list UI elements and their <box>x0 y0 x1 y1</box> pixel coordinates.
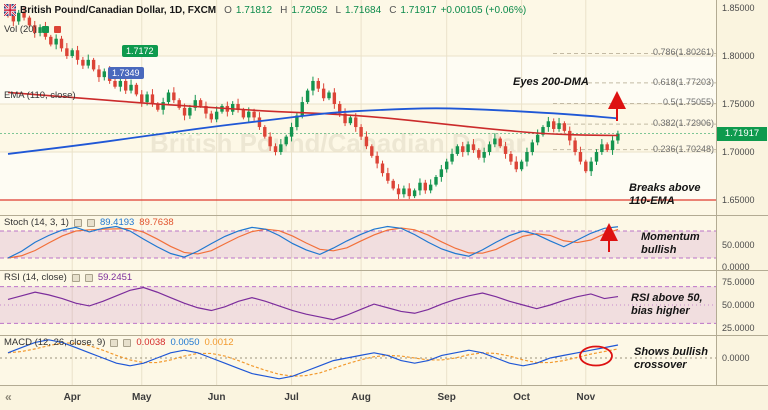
price-axis-label: 1.75000 <box>722 99 755 109</box>
stoch-axis-label: 50.0000 <box>722 239 755 250</box>
price-axis-label: 1.85000 <box>722 3 755 13</box>
price-axis-label: 1.65000 <box>722 195 755 205</box>
time-axis-month-label: Oct <box>513 392 530 403</box>
time-axis-month-label: May <box>132 392 152 403</box>
stoch-k-line <box>7 225 619 259</box>
price-axis[interactable]: 1.85000 1.80000 1.75000 1.70000 1.65000 50.00… <box>716 0 768 385</box>
volume-up-chip-icon <box>41 25 49 33</box>
rsi-line <box>7 286 619 321</box>
macd-indicator-label[interactable]: MACD (12, 26, close, 9) <box>4 337 106 348</box>
ema110-value-row: 1.7172 <box>4 40 526 62</box>
ema110-indicator-row: EMA (110, close) <box>4 84 526 106</box>
ema110-line[interactable] <box>7 91 618 137</box>
chart-legend: British Pound/Canadian Dollar, 1D, FXCM … <box>4 2 526 106</box>
ohlc-low-value: 1.71684 <box>345 4 382 16</box>
stoch-indicator-label[interactable]: Stoch (14, 3, 1) <box>4 217 69 228</box>
macd-crossover-circle <box>579 345 613 367</box>
macd-eye-icon[interactable] <box>123 338 132 347</box>
stoch-legend-row: Stoch (14, 3, 1) 89.4193 89.7638 <box>4 217 174 228</box>
history-scroll-icon[interactable]: « <box>5 390 12 404</box>
rsi-axis-label: 75.0000 <box>722 277 755 287</box>
time-axis-month-label: Jul <box>284 392 299 403</box>
annotation-eyes-200dma: Eyes 200-DMA <box>513 76 589 88</box>
ohlc-change-value: +0.00105 (+0.06%) <box>440 4 527 16</box>
gb-flag-icon <box>4 4 16 16</box>
pane-separator[interactable] <box>0 270 768 271</box>
macd-axis-label: 0.0000 <box>722 353 750 363</box>
rsi-options-icon[interactable] <box>71 273 80 282</box>
ohlc-high-value: 1.72052 <box>291 4 328 16</box>
ohlc-open-value: 1.71812 <box>235 4 273 16</box>
symbol-title-row: British Pound/Canadian Dollar, 1D, FXCM … <box>4 2 526 18</box>
macd-line <box>7 339 619 380</box>
time-axis-month-label: Apr <box>63 392 81 403</box>
ema110-value-badge: 1.7172 <box>122 45 158 57</box>
time-axis-month-label: Aug <box>351 392 371 403</box>
ohlc-high-label: H <box>280 4 288 16</box>
rsi-indicator-label[interactable]: RSI (14, close) <box>4 272 67 283</box>
volume-indicator-label[interactable]: Vol (20) <box>4 23 37 35</box>
ma200-value-row: 1.7349 <box>4 62 526 84</box>
rsi-value: 59.2451 <box>97 272 133 283</box>
pane-separator[interactable] <box>0 335 768 336</box>
annotation-momentum-bullish: Momentum bullish <box>641 231 700 256</box>
time-axis-month-label: Nov <box>576 392 596 403</box>
ema110-indicator-label[interactable]: EMA (110, close) <box>4 89 76 101</box>
ma200-value-badge: 1.7349 <box>108 67 144 79</box>
last-price-badge: 1.71917 <box>717 126 767 141</box>
ohlc-low-label: L <box>335 4 342 16</box>
macd-signal-line <box>7 342 619 377</box>
ohlc-close-label: C <box>389 4 397 16</box>
macd-options-icon[interactable] <box>110 338 119 347</box>
symbol-title[interactable]: British Pound/Canadian Dollar, 1D, FXCM <box>20 4 217 16</box>
stoch-axis-label: 0.0000 <box>722 262 750 272</box>
rsi-axis-label: 50.0000 <box>722 300 755 310</box>
macd-signal-value: 0.0012 <box>204 337 234 348</box>
macd-hist-value: 0.0038 <box>136 337 166 348</box>
rsi-axis-label: 25.0000 <box>722 323 755 333</box>
ohlc-open-label: O <box>224 4 232 16</box>
pane-separator[interactable] <box>0 215 768 216</box>
time-axis-month-label: Sep <box>437 392 456 403</box>
volume-indicator-row: Vol (20) <box>4 18 526 40</box>
rsi-eye-icon[interactable] <box>84 273 93 282</box>
stoch-eye-icon[interactable] <box>86 218 95 227</box>
annotation-breaks-110ema: Breaks above 110-EMA <box>629 182 701 207</box>
ohlc-close-value: 1.71917 <box>400 4 437 16</box>
stoch-k-value: 89.4193 <box>99 217 135 228</box>
stoch-d-value: 89.7638 <box>139 217 174 228</box>
macd-line-value: 0.0050 <box>170 337 200 348</box>
candlestick-series <box>6 7 620 200</box>
ma200-line[interactable] <box>7 107 618 155</box>
price-axis-label: 1.70000 <box>722 147 755 157</box>
chart-canvas[interactable]: British Pound/Canadian Dollar <box>0 0 716 385</box>
rsi-legend-row: RSI (14, close) 59.2451 <box>4 272 132 283</box>
macd-legend-row: MACD (12, 26, close, 9) 0.0038 0.0050 0.… <box>4 337 234 348</box>
stoch-d-line <box>7 227 619 259</box>
stoch-options-icon[interactable] <box>73 218 82 227</box>
price-axis-label: 1.80000 <box>722 51 755 61</box>
time-axis-month-label: Jun <box>207 392 226 403</box>
time-axis[interactable]: « Apr May Jun Jul Aug Sep Oct Nov <box>0 385 768 410</box>
volume-down-chip-icon <box>53 25 61 33</box>
watermark: British Pound/Canadian Dollar <box>150 128 526 158</box>
annotation-rsi-bias: RSI above 50, bias higher <box>631 292 703 317</box>
annotation-bullish-crossover: Shows bullish crossover <box>634 346 708 371</box>
